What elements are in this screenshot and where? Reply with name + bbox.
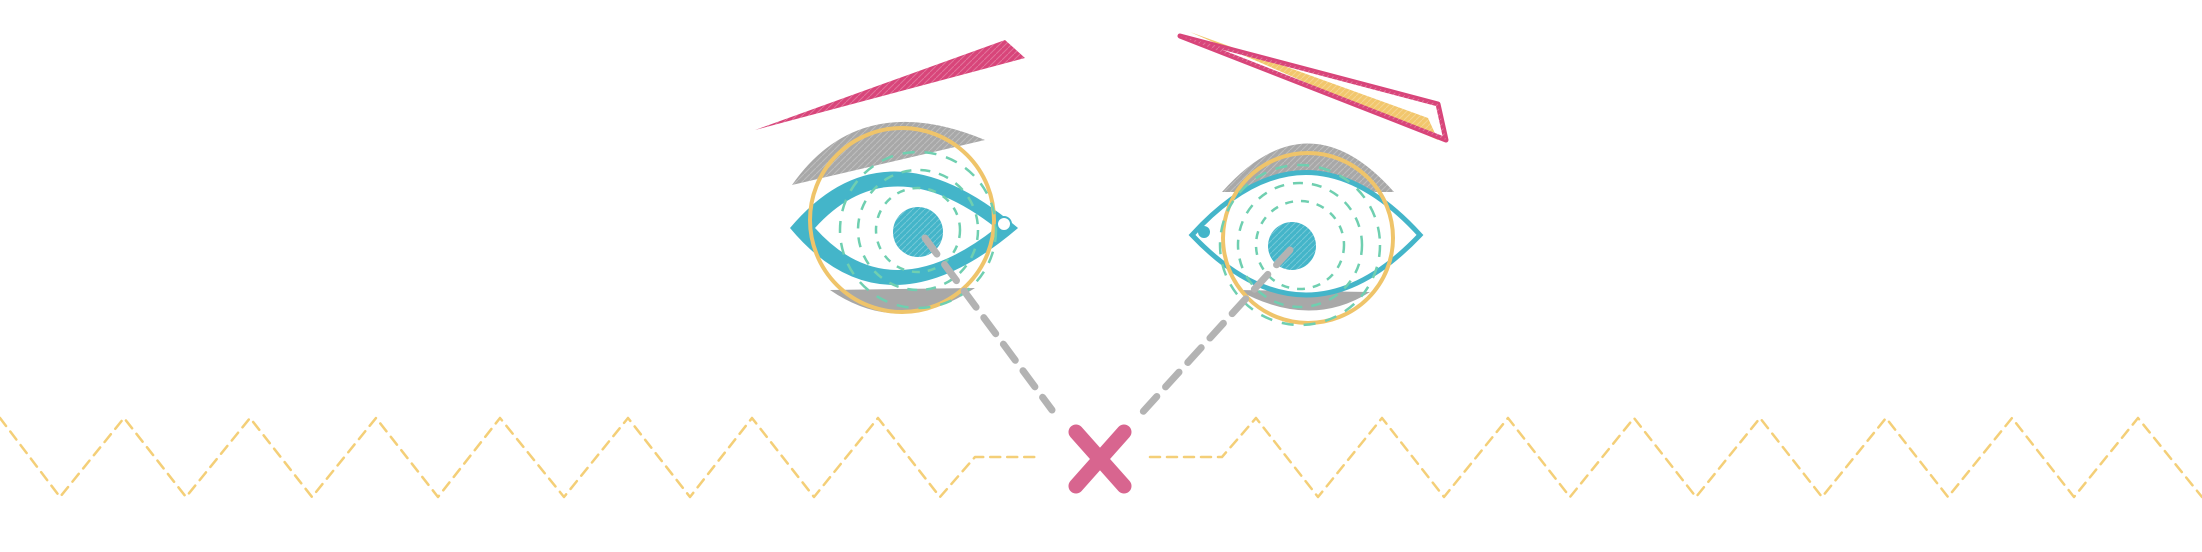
right-eyebrow — [1177, 32, 1449, 143]
right-eye — [1188, 143, 1424, 327]
zigzag-line-right — [1148, 416, 2202, 499]
left-eye — [790, 121, 1018, 314]
left-gaze-line — [921, 234, 1056, 414]
zigzag-line-left — [0, 416, 1042, 499]
x-mark-icon — [1068, 424, 1132, 494]
right-gaze-line — [1136, 246, 1294, 419]
left-eyebrow — [755, 40, 1025, 130]
